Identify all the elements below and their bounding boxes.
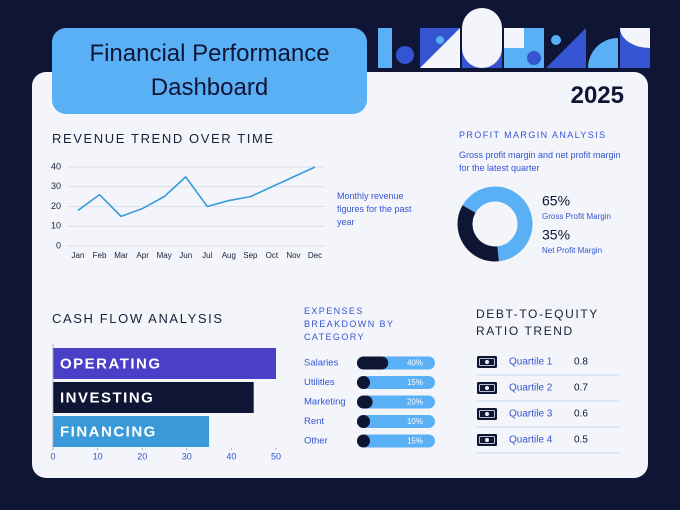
category-label: Other xyxy=(304,436,328,447)
x-tick-label: 50 xyxy=(271,451,281,461)
row-label: Quartile 1 xyxy=(509,357,553,368)
value-label: 15% xyxy=(407,378,423,387)
subtitle: Gross profit margin and net profit margi… xyxy=(459,150,621,173)
track xyxy=(357,395,435,409)
x-tick-label: Nov xyxy=(286,251,300,260)
category-label: Marketing xyxy=(304,397,346,408)
dashboard-title: Financial Performance Dashboard xyxy=(52,28,367,114)
row-value: 0.8 xyxy=(574,357,588,368)
chart-title: CASH FLOW ANALYSIS xyxy=(52,311,224,326)
x-tick-label: 20 xyxy=(137,451,147,461)
bar xyxy=(53,348,276,379)
track xyxy=(357,415,435,428)
y-tick-label: 30 xyxy=(51,181,61,191)
x-tick-label: 0 xyxy=(50,451,55,461)
value-label: 35% xyxy=(542,227,570,243)
row-value: 0.7 xyxy=(574,383,588,394)
x-tick-label: Oct xyxy=(266,251,279,260)
legend-label: Gross Profit Margin xyxy=(542,212,611,221)
year: 2025 xyxy=(570,82,624,109)
bar-label: INVESTING xyxy=(60,389,154,406)
money-icon xyxy=(477,356,497,368)
x-tick-label: Jul xyxy=(202,251,212,260)
x-tick-label: Mar xyxy=(114,251,128,260)
icon-coin xyxy=(485,386,489,390)
x-tick-label: Apr xyxy=(136,251,149,260)
value-label: 10% xyxy=(407,417,423,426)
progress-fill xyxy=(357,434,370,448)
bar-label: OPERATING xyxy=(60,355,162,372)
y-tick-label: 0 xyxy=(56,240,61,250)
decor-pattern xyxy=(378,8,650,68)
annotation: Monthly revenue figures for the past yea… xyxy=(337,191,412,227)
icon-coin xyxy=(485,412,489,416)
progress-fill xyxy=(357,415,370,428)
bar xyxy=(53,416,210,447)
category-label: Salaries xyxy=(304,358,339,369)
icon-coin xyxy=(485,438,489,442)
bar-label: FINANCING xyxy=(60,423,157,440)
revenue-line xyxy=(77,166,316,218)
legend-label: Net Profit Margin xyxy=(542,246,602,255)
chart-title: DEBT-TO-EQUITY RATIO TREND xyxy=(476,307,599,338)
icon-inner xyxy=(479,410,495,418)
progress-fill xyxy=(357,395,373,409)
category-label: Rent xyxy=(304,416,324,427)
chart-title: PROFIT MARGIN ANALYSIS xyxy=(459,130,607,140)
row-value: 0.5 xyxy=(574,435,588,446)
value-label: 15% xyxy=(407,437,423,446)
row-label: Quartile 3 xyxy=(509,409,553,420)
progress-fill xyxy=(357,376,370,389)
progress-fill xyxy=(357,356,389,370)
x-tick-label: Sep xyxy=(243,251,258,260)
x-tick-label: Aug xyxy=(222,251,236,260)
icon-inner xyxy=(479,358,495,366)
x-tick-label: Jun xyxy=(179,251,192,260)
x-tick-label: 10 xyxy=(93,451,103,461)
x-tick-label: Jan xyxy=(72,251,85,260)
icon-inner xyxy=(479,384,495,392)
chart-title: REVENUE TREND OVER TIME xyxy=(52,131,275,146)
bar xyxy=(53,382,254,413)
row-label: Quartile 2 xyxy=(509,383,553,394)
value-label: 40% xyxy=(407,359,423,368)
x-tick-label: 30 xyxy=(182,451,192,461)
money-icon xyxy=(477,382,497,394)
value-label: 65% xyxy=(542,193,570,209)
chart-title: EXPENSES BREAKDOWN BY CATEGORY xyxy=(304,306,395,342)
donut-segment xyxy=(462,186,533,262)
y-tick-label: 10 xyxy=(51,221,61,231)
x-tick-label: 40 xyxy=(226,451,236,461)
icon-inner xyxy=(479,436,495,444)
row-label: Quartile 4 xyxy=(509,435,553,446)
y-tick-label: 20 xyxy=(51,201,61,211)
donut-segment xyxy=(457,205,499,262)
value-label: 20% xyxy=(407,398,423,407)
x-tick-label: May xyxy=(157,251,172,260)
y-tick-label: 40 xyxy=(51,161,61,171)
row-value: 0.6 xyxy=(574,409,588,420)
x-tick-label: Feb xyxy=(93,251,107,260)
money-icon xyxy=(477,408,497,420)
category-label: Utilitles xyxy=(304,377,335,388)
x-tick-label: Dec xyxy=(308,251,322,260)
money-icon xyxy=(477,434,497,446)
track xyxy=(357,376,435,389)
icon-coin xyxy=(485,360,489,364)
track xyxy=(357,434,435,448)
